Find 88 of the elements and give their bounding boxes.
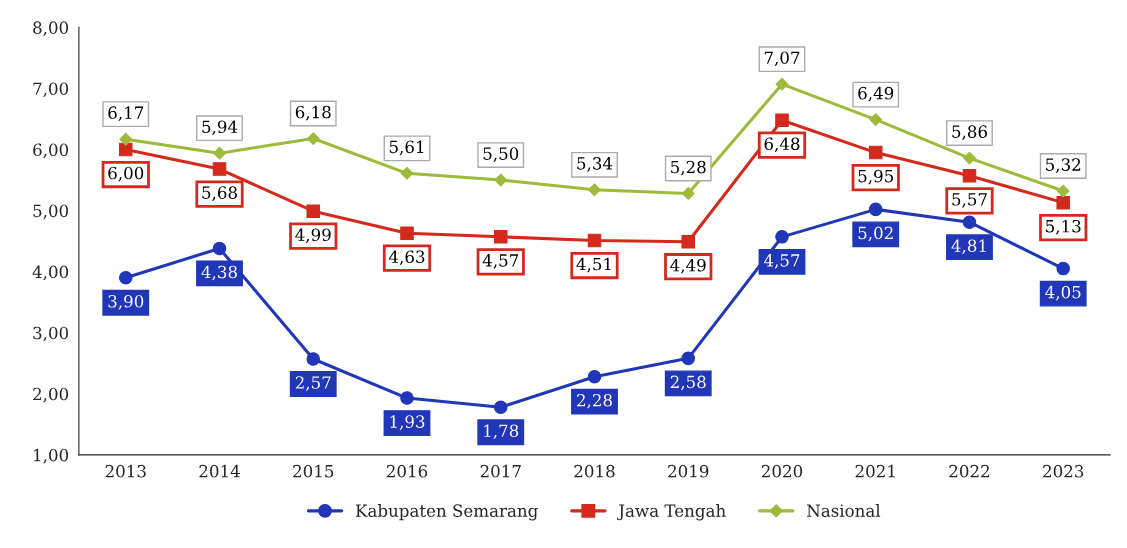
x-tick-label: 2021	[855, 464, 895, 478]
data-label: 3,90	[108, 294, 144, 310]
point	[494, 173, 508, 187]
x-tick-label: 2020	[761, 464, 803, 478]
point	[306, 204, 321, 218]
point	[1056, 261, 1070, 276]
x-tick-label: 2023	[1043, 464, 1084, 478]
legend-label: Nasional	[807, 504, 881, 517]
point	[587, 233, 602, 248]
data-label: 6,17	[108, 106, 144, 122]
point	[1056, 195, 1070, 210]
y-tick-label: 4,00	[32, 265, 69, 281]
point	[306, 352, 321, 366]
point	[1056, 184, 1070, 198]
data-label: 2,58	[670, 375, 706, 391]
x-tick-label: 2015	[293, 464, 334, 478]
data-label: 4,51	[576, 257, 611, 273]
point	[400, 391, 414, 405]
data-label: 5,57	[952, 193, 987, 208]
data-label: 5,50	[483, 147, 519, 162]
data-label: 6,48	[764, 137, 800, 153]
y-tick-label: 2,00	[33, 387, 69, 403]
data-label: 4,38	[201, 265, 237, 281]
point	[681, 187, 695, 200]
data-label: 7,07	[764, 51, 800, 67]
data-label: 5,94	[202, 120, 238, 136]
x-tick-label: 2022	[949, 464, 990, 478]
y-tick-label: 5,00	[33, 204, 69, 220]
data-label: 4,81	[951, 239, 986, 255]
point	[212, 162, 227, 176]
point	[681, 351, 696, 366]
point	[118, 270, 133, 285]
x-tick-label: 2016	[386, 464, 428, 478]
x-tick-label: 2017	[480, 464, 521, 478]
data-label: 5,02	[858, 226, 893, 242]
data-label: 5,95	[858, 169, 893, 185]
y-tick-label: 1,00	[34, 448, 69, 464]
data-label: 4,57	[482, 254, 519, 269]
point	[588, 183, 601, 197]
data-label: 5,28	[671, 160, 706, 176]
y-tick-label: 8,00	[33, 21, 69, 36]
point	[681, 234, 696, 249]
point	[118, 142, 133, 157]
point	[962, 169, 977, 183]
y-tick-label: 3,00	[33, 326, 69, 342]
data-label: 6,00	[108, 166, 144, 182]
x-tick-label: 2018	[574, 464, 615, 478]
data-label: 1,93	[390, 415, 425, 430]
point	[775, 113, 789, 127]
point	[119, 132, 133, 146]
point	[213, 146, 226, 160]
data-label: 5,61	[389, 140, 424, 156]
data-label: 2,28	[577, 393, 612, 409]
point	[963, 151, 976, 165]
point	[493, 400, 508, 414]
data-label: 5,13	[1046, 219, 1081, 235]
data-label: 6,18	[295, 105, 331, 121]
legend-label: Jawa Tengah	[616, 504, 726, 521]
point	[962, 215, 977, 229]
data-label: 4,63	[388, 250, 425, 266]
data-label: 4,57	[763, 254, 800, 269]
point	[775, 230, 789, 244]
data-label: 5,68	[202, 186, 237, 201]
point	[212, 241, 227, 256]
data-label: 6,49	[858, 86, 894, 102]
data-label: 5,86	[952, 125, 987, 140]
point	[400, 166, 414, 180]
data-label: 2,57	[295, 376, 331, 391]
data-label: 4,05	[1045, 285, 1081, 301]
data-label: 5,34	[577, 157, 613, 172]
y-tick-label: 7,00	[33, 82, 69, 98]
data-label: 4,99	[295, 228, 331, 244]
point	[587, 369, 602, 384]
legend-label: Kabupaten Semarang	[355, 504, 538, 521]
x-tick-label: 2013	[105, 464, 146, 478]
point	[868, 145, 883, 160]
point	[775, 77, 789, 91]
point	[493, 230, 508, 244]
point	[868, 202, 883, 217]
x-tick-label: 2014	[199, 464, 240, 478]
x-tick-label: 2019	[668, 464, 709, 478]
y-tick-label: 6,00	[33, 143, 69, 159]
data-label: 1,78	[484, 424, 519, 440]
point	[400, 226, 414, 240]
point	[306, 132, 320, 145]
data-label: 4,49	[670, 258, 706, 274]
point	[869, 113, 883, 127]
data-label: 5,32	[1046, 158, 1081, 173]
